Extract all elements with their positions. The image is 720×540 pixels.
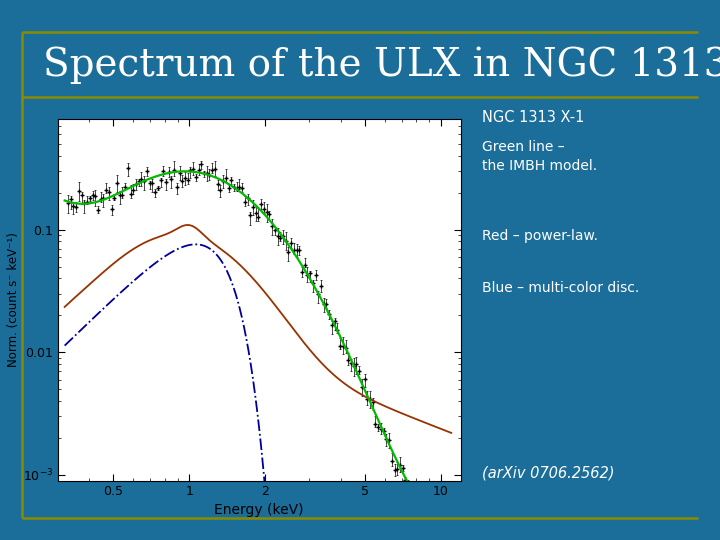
Text: Red – power-law.: Red – power-law. (482, 230, 598, 244)
Text: NGC 1313 X-1: NGC 1313 X-1 (482, 110, 585, 125)
Text: Green line –
the IMBH model.: Green line – the IMBH model. (482, 140, 598, 173)
Y-axis label: Norm. (count s⁻ keV⁻¹): Norm. (count s⁻ keV⁻¹) (6, 232, 19, 367)
Text: Blue – multi-color disc.: Blue – multi-color disc. (482, 281, 639, 295)
Text: (arXiv 0706.2562): (arXiv 0706.2562) (482, 466, 615, 481)
X-axis label: Energy (keV): Energy (keV) (215, 503, 304, 517)
Text: Spectrum of the ULX in NGC 1313: Spectrum of the ULX in NGC 1313 (43, 46, 720, 84)
